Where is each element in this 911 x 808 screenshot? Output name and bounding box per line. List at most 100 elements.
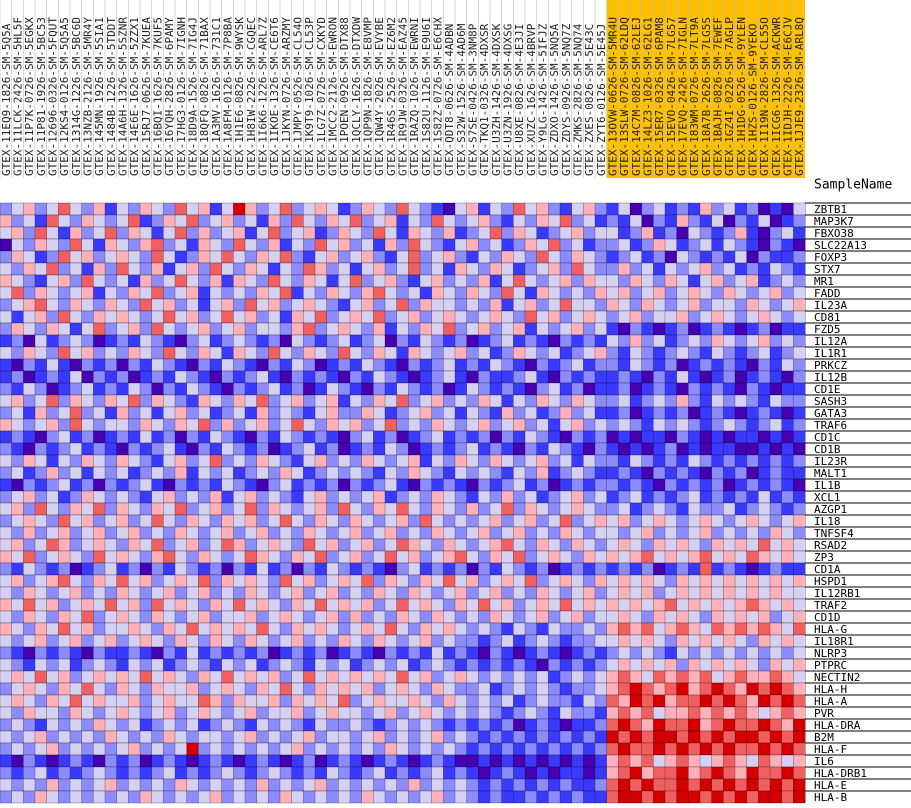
heatmap-cell — [23, 598, 36, 612]
heatmap-cell — [781, 730, 794, 744]
heatmap-cell — [583, 562, 596, 576]
heatmap-cell — [93, 634, 106, 648]
heatmap-cell — [93, 454, 106, 468]
heatmap-cell — [46, 250, 59, 264]
heatmap-cell — [769, 610, 783, 624]
heatmap-cell — [163, 502, 176, 516]
heatmap-cell — [419, 514, 433, 528]
heatmap-cell — [396, 406, 409, 420]
heatmap-cell — [606, 238, 619, 252]
heatmap-cell — [116, 442, 129, 456]
heatmap-cell — [489, 574, 503, 588]
heatmap-cell — [303, 598, 316, 612]
heatmap-cell — [139, 262, 153, 276]
heatmap-cell — [151, 574, 164, 588]
heatmap-cell — [536, 706, 549, 720]
heatmap-cell — [653, 346, 666, 360]
heatmap-cell — [746, 562, 759, 576]
heatmap-cell — [781, 706, 794, 720]
heatmap-cell — [793, 514, 806, 528]
heatmap-cell — [151, 274, 164, 288]
heatmap-cell — [58, 634, 71, 648]
heatmap-cell — [431, 454, 444, 468]
heatmap-cell — [478, 286, 491, 300]
heatmap-cell — [664, 478, 678, 492]
heatmap-cell — [594, 682, 608, 696]
heatmap-cell — [244, 442, 258, 456]
heatmap-cell — [116, 778, 129, 792]
heatmap-cell — [548, 454, 561, 468]
heatmap-cell — [186, 202, 199, 216]
heatmap-cell — [489, 610, 503, 624]
heatmap-cell — [221, 202, 234, 216]
heatmap-cell — [489, 514, 503, 528]
heatmap-cell — [676, 334, 689, 348]
row-label: MALT1 — [814, 467, 847, 480]
column-label: GTEX-17EVQ-2426-SM-7IGLN — [677, 17, 690, 176]
heatmap-cell — [419, 694, 433, 708]
heatmap-cell — [559, 694, 573, 708]
heatmap-cell — [734, 562, 748, 576]
heatmap-cell — [723, 334, 736, 348]
heatmap-cell — [151, 598, 164, 612]
heatmap-cell — [419, 286, 433, 300]
heatmap-cell — [139, 562, 153, 576]
heatmap-cell — [781, 310, 794, 324]
heatmap-cell — [326, 250, 339, 264]
heatmap-cell — [186, 454, 199, 468]
heatmap-cell — [303, 370, 316, 384]
heatmap-cell — [268, 406, 281, 420]
heatmap-cell — [198, 706, 211, 720]
heatmap-cell — [454, 766, 468, 780]
column-label: GTEX-11EQ9-1826-SM-5Q5A — [0, 23, 13, 176]
heatmap-cell — [314, 706, 328, 720]
heatmap-cell — [256, 478, 269, 492]
heatmap-cell — [279, 346, 293, 360]
heatmap-cell — [769, 430, 783, 444]
heatmap-cell — [524, 622, 538, 636]
heatmap-cell — [314, 526, 328, 540]
heatmap-cell — [139, 490, 153, 504]
heatmap-cell — [478, 394, 491, 408]
heatmap-cell — [688, 478, 701, 492]
heatmap-cell — [104, 238, 118, 252]
heatmap-cell — [0, 538, 13, 552]
column-label: GTEX-17HG3-0126-SM-7IGNH — [175, 17, 188, 176]
heatmap-cell — [501, 298, 514, 312]
heatmap-cell — [268, 466, 281, 480]
heatmap-cell — [606, 658, 619, 672]
heatmap-cell — [408, 454, 421, 468]
heatmap-cell — [163, 358, 176, 372]
heatmap-cell — [396, 310, 409, 324]
heatmap-cell — [221, 610, 234, 624]
heatmap-cell — [384, 790, 398, 804]
column-label: GTEX-1JJE9-2326-SM-ARL8Q — [793, 17, 806, 176]
heatmap-cell — [116, 670, 129, 684]
heatmap-cell — [268, 778, 281, 792]
heatmap-cell — [244, 490, 258, 504]
heatmap-cell — [408, 766, 421, 780]
column-label: GTEX-145MN-1926-SM-5SIA1 — [93, 17, 106, 176]
heatmap-cell — [723, 346, 736, 360]
heatmap-cell — [408, 646, 421, 660]
heatmap-cell — [373, 550, 386, 564]
heatmap-cell — [198, 658, 211, 672]
heatmap-cell — [0, 346, 13, 360]
heatmap-cell — [11, 754, 24, 768]
heatmap-cell — [244, 586, 258, 600]
heatmap-cell — [291, 742, 304, 756]
heatmap-cell — [93, 406, 106, 420]
heatmap-cell — [513, 742, 526, 756]
heatmap-cell — [81, 286, 94, 300]
heatmap-cell — [11, 634, 24, 648]
heatmap-cell — [489, 550, 503, 564]
heatmap-cell — [443, 466, 456, 480]
heatmap-cell — [314, 418, 328, 432]
heatmap-cell — [291, 466, 304, 480]
heatmap-cell — [489, 562, 503, 576]
heatmap-cell — [618, 442, 631, 456]
heatmap-cell — [174, 382, 188, 396]
heatmap-cell — [431, 358, 444, 372]
heatmap-cell — [34, 766, 48, 780]
heatmap-cell — [151, 694, 164, 708]
